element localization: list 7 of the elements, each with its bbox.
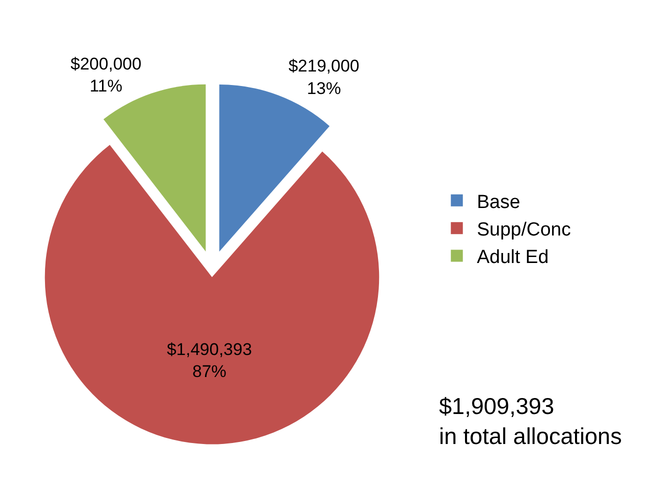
data-label: $219,000 13% [288, 56, 360, 98]
text: $1,909,393 in total allocations [439, 393, 622, 449]
legend-label: Adult Ed [476, 247, 549, 268]
data-label: $1,490,393 87% [166, 340, 252, 382]
legend-label: Supp/Conc [476, 220, 571, 241]
legend-label: Base [476, 192, 520, 213]
data-label: $200,000 11% [70, 54, 142, 96]
